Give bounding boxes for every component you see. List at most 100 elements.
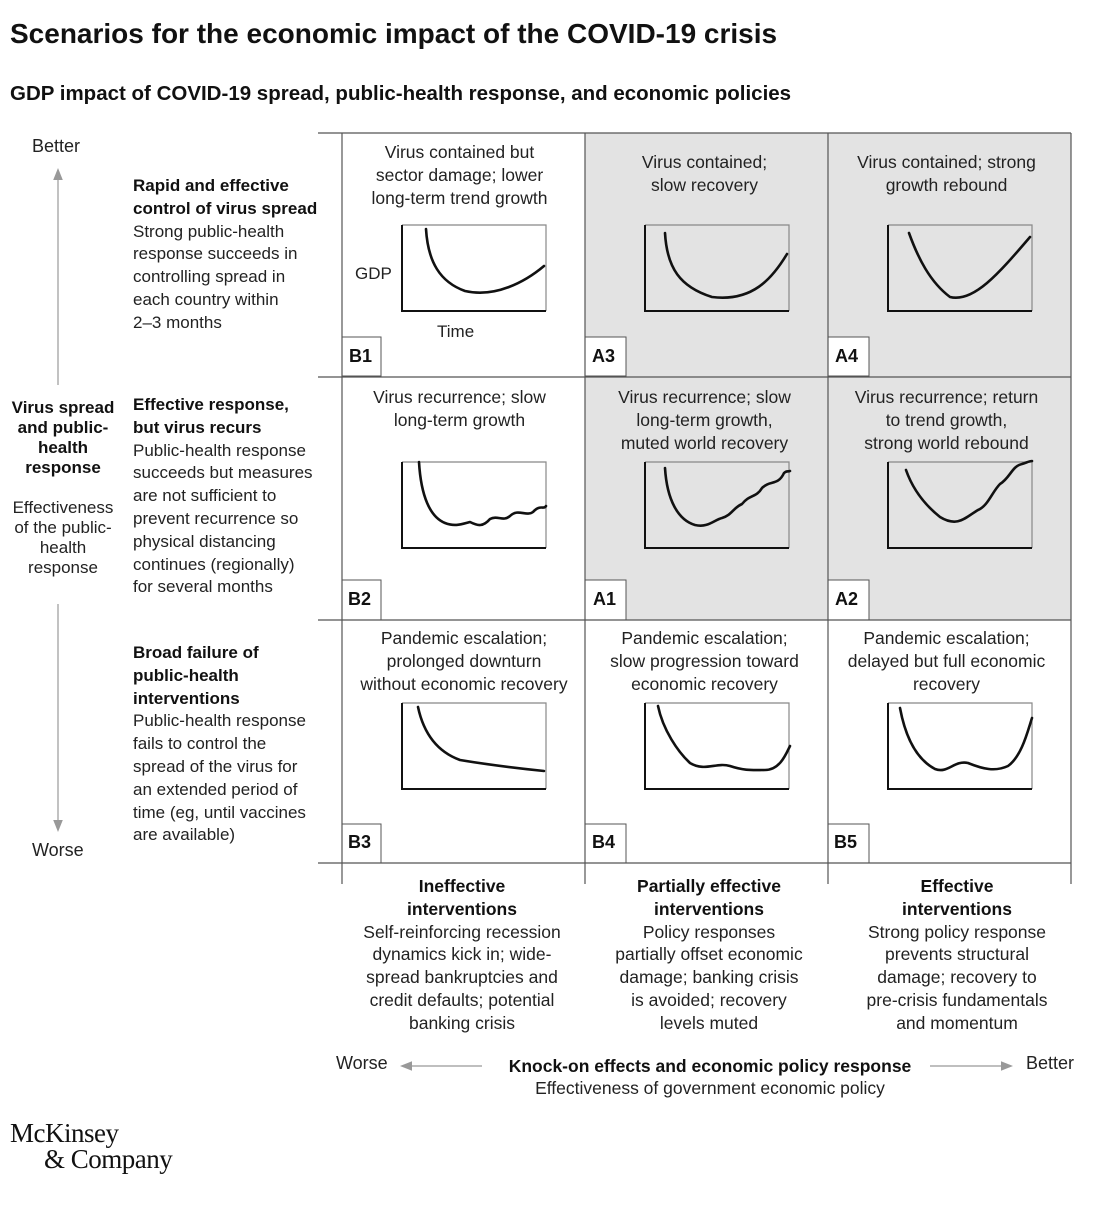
row-desc-line: controlling spread in [133,267,286,287]
mini-frame-a4 [888,224,1033,311]
x-axis-better-label: Better [1026,1053,1075,1073]
column-label-partially-effective: Partially effective interventions Policy… [589,875,829,1035]
gdp-curve-b3 [416,705,546,773]
column-desc-line: damage; recovery to [877,967,1037,988]
mini-frame-b4 [645,702,790,789]
cell-caption-b1: Virus contained but sector damage; lower… [342,141,577,209]
caption-line: Virus contained; strong [857,152,1036,172]
caption-line: prolonged downturn [386,650,542,671]
code-box-b5 [827,823,870,864]
y-axis-title-line: Virus spread [11,398,115,417]
cell-caption-a3: Virus contained; slow recovery [585,151,824,197]
row-title-line: Broad failure of [133,643,259,662]
column-label-ineffective: Ineffective interventions Self-reinforci… [342,875,582,1035]
row-title-line: but virus recurs [133,417,262,437]
caption-line: long-term trend growth [371,187,548,208]
brand-logo-line: & Company [44,1144,173,1174]
caption-line: Pandemic escalation; [863,628,1030,648]
mini-axes-a4 [887,225,1032,312]
mini-axes-b1 [401,225,546,312]
cell-code-b2: B2 [348,589,372,609]
gdp-curve-a1 [663,466,792,527]
row-desc-line: Public-health response [133,711,306,731]
column-title-line: Ineffective [418,876,506,896]
caption-line: Virus recurrence; slow [618,387,791,407]
cell-code-a1: A1 [593,589,617,609]
page-title: Scenarios for the economic impact of the… [10,18,778,49]
cell-code-b4: B4 [592,832,616,852]
column-title-line: interventions [407,898,517,919]
gdp-curve-a2 [904,459,1034,523]
y-axis-title-line: health [37,438,89,457]
mini-axes-b3 [401,703,546,790]
mini-frame-b2 [402,461,547,548]
mini-axes-a3 [644,225,789,312]
row-desc-line: are not sufficient to [133,486,277,506]
cell-code-a4: A4 [835,346,859,366]
cell-caption-a2: Virus recurrence; return to trend growth… [828,386,1065,454]
caption-line: Virus contained; [641,152,768,172]
mini-axes-a2 [887,462,1032,549]
column-desc-line: credit defaults; potential [369,989,555,1010]
y-axis-better-label: Better [32,136,81,156]
column-desc-line: Policy responses [642,921,776,942]
row-desc-line: response succeeds in [133,244,298,264]
cell-code-b3: B3 [348,832,372,852]
column-desc-line: and momentum [896,1012,1018,1033]
x-axis-worse-label: Worse [336,1053,388,1073]
column-title-line: interventions [902,898,1012,919]
row-desc-line: succeeds but measures [133,463,313,483]
x-axis-subtitle: Effectiveness of government economic pol… [535,1078,885,1098]
y-axis-subtitle-line: response [28,558,98,577]
caption-line: long-term growth [393,409,526,430]
code-box-b2 [341,579,382,621]
column-desc-line: dynamics kick in; wide- [372,944,552,965]
row-desc-line: spread of the virus for [133,756,298,776]
row-title-line: interventions [133,688,240,708]
caption-line: economic recovery [631,673,778,694]
code-box-a3 [584,336,627,377]
brand-logo-line: McKinsey [10,1118,119,1148]
column-desc-line: is avoided; recovery [631,989,787,1010]
row-desc-line: prevent recurrence so [133,508,299,528]
row-desc-line: each country within [133,289,279,309]
mini-axes-b2 [401,462,546,549]
caption-line: strong world rebound [864,432,1029,453]
mini-axes-b4 [644,703,789,790]
page-subtitle: GDP impact of COVID-19 spread, public-he… [10,82,792,105]
row-label-rapid-control: Rapid and effective control of virus spr… [133,175,333,335]
cell-caption-b2: Virus recurrence; slow long-term growth [342,386,577,432]
cell-caption-a4: Virus contained; strong growth rebound [828,151,1065,197]
gdp-curve-b4 [656,704,792,772]
row-desc-line: 2–3 months [133,312,222,332]
caption-line: muted world recovery [620,432,789,453]
y-axis-subtitle-line: health [39,538,87,557]
row-desc-line: an extended period of [133,779,298,799]
y-axis-title: Virus spread and public- health response [0,398,126,478]
mini-frame-b3 [402,702,547,789]
row-desc-line: fails to control the [133,734,267,754]
column-label-effective: Effective interventions Strong policy re… [837,875,1077,1035]
row-desc-line: time (eg, until vaccines [133,802,306,822]
y-axis-subtitle-line: Effectiveness [12,498,114,517]
cell-caption-b3: Pandemic escalation; prolonged downturn … [344,627,584,695]
cell-code-b1: B1 [349,346,373,366]
y-axis-subtitle: Effectiveness of the public- health resp… [0,498,126,578]
column-desc-line: levels muted [659,1012,759,1033]
column-desc-line: Self-reinforcing recession [363,921,561,942]
y-axis-title-line: and public- [17,418,109,437]
x-axis-title: Knock-on effects and economic policy res… [508,1056,912,1076]
mini-chart-x-label: Time [437,322,475,341]
column-title-line: interventions [654,898,764,919]
cell-code-a2: A2 [835,589,859,609]
caption-line: Virus contained but [384,142,535,162]
caption-line: sector damage; lower [375,164,544,185]
caption-line: Virus recurrence; return [854,387,1039,407]
mini-frame-b5 [888,702,1033,789]
caption-line: Pandemic escalation; [380,628,548,648]
mini-frame-b1 [402,224,547,311]
y-axis-title-line: response [25,458,101,477]
caption-line: Pandemic escalation; [621,628,788,648]
caption-line: recovery [912,673,981,694]
row-title-line: public-health [133,665,239,685]
